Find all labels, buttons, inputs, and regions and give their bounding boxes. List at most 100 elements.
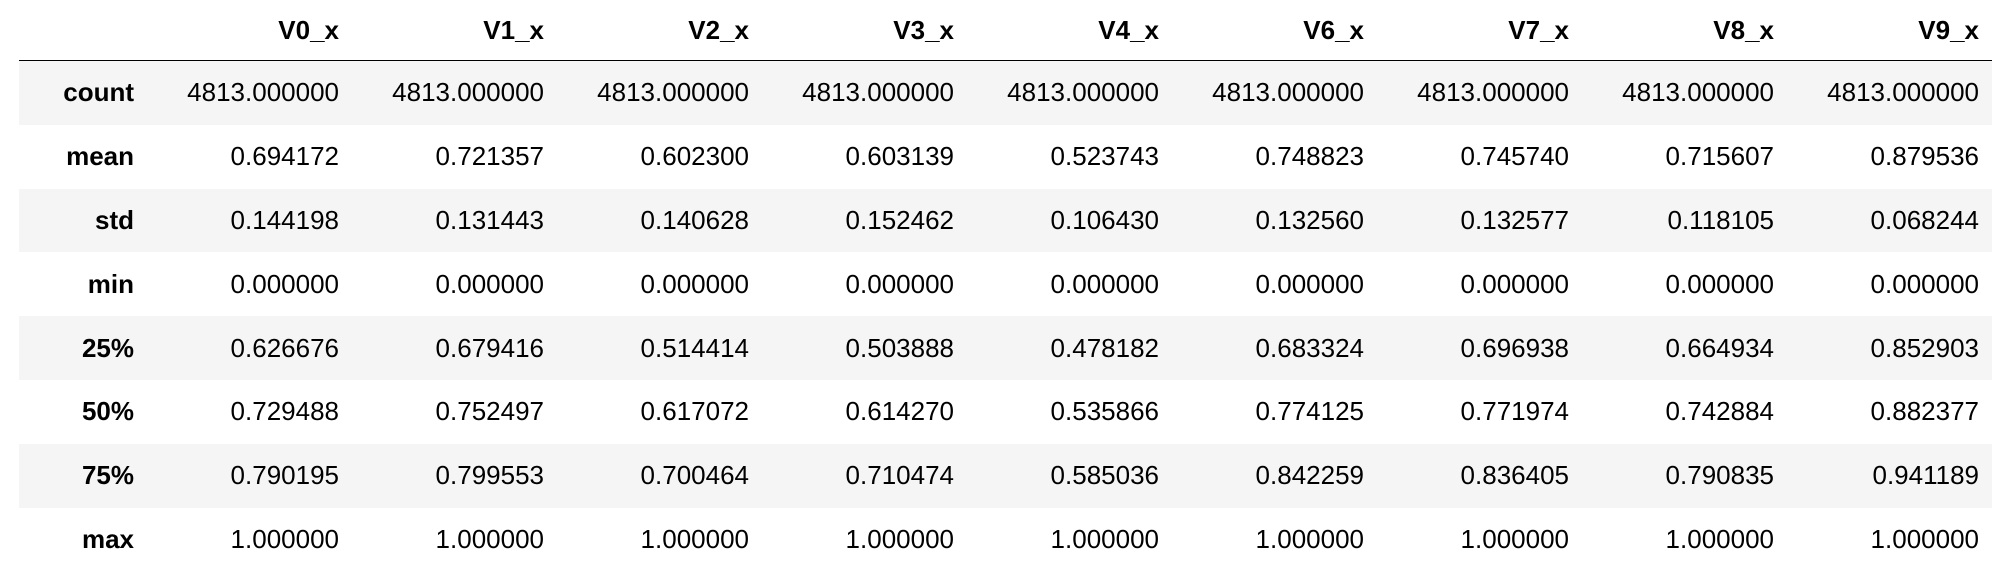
- describe-table: V0_x V1_x V2_x V3_x V4_x V6_x V7_x V8_x V9_x cou…: [19, 0, 1992, 571]
- cell: 0.068244: [1870, 204, 1979, 235]
- cell: 0.742884: [1665, 396, 1774, 427]
- row-label: mean: [66, 141, 134, 172]
- table-row: 50% 0.729488 0.752497 0.617072 0.614270 0.535…: [19, 380, 1992, 444]
- column-header: V9_x: [1787, 0, 1992, 61]
- cell: 4813.000000: [802, 77, 954, 108]
- cell: 0.000000: [1050, 268, 1159, 299]
- cell: 0.523743: [1050, 141, 1159, 172]
- cell: 1.000000: [435, 523, 544, 554]
- column-header: V4_x: [967, 0, 1172, 61]
- cell: 0.132577: [1460, 204, 1569, 235]
- cell: 0.879536: [1870, 141, 1979, 172]
- cell: 1.000000: [230, 523, 339, 554]
- cell: 0.836405: [1460, 460, 1569, 491]
- cell: 0.683324: [1255, 332, 1364, 363]
- header-row: V0_x V1_x V2_x V3_x V4_x V6_x V7_x V8_x V9_x: [19, 0, 1992, 61]
- cell: 0.710474: [845, 460, 954, 491]
- table-row: 75% 0.790195 0.799553 0.700464 0.710474 0.585…: [19, 443, 1992, 508]
- column-header: V7_x: [1377, 0, 1582, 61]
- column-header: V8_x: [1582, 0, 1787, 61]
- cell: 0.140628: [640, 204, 749, 235]
- cell: 0.664934: [1665, 332, 1774, 363]
- cell: 0.535866: [1050, 396, 1159, 427]
- cell: 0.131443: [435, 204, 544, 235]
- table-row: 25% 0.626676 0.679416 0.514414 0.503888 0.478…: [19, 316, 1992, 380]
- cell: 0.000000: [1870, 268, 1979, 299]
- cell: 0.700464: [640, 460, 749, 491]
- cell: 0.000000: [640, 268, 749, 299]
- cell: 4813.000000: [1827, 77, 1979, 108]
- cell: 0.514414: [640, 332, 749, 363]
- cell: 0.106430: [1050, 204, 1159, 235]
- cell: 4813.000000: [392, 77, 544, 108]
- row-label: min: [87, 268, 134, 299]
- cell: 4813.000000: [597, 77, 749, 108]
- cell: 0.745740: [1460, 141, 1569, 172]
- table-row: mean 0.694172 0.721357 0.602300 0.603139 0.52…: [19, 125, 1992, 189]
- cell: 0.000000: [1665, 268, 1774, 299]
- cell: 0.748823: [1255, 141, 1364, 172]
- cell: 0.842259: [1255, 460, 1364, 491]
- row-label: std: [95, 204, 134, 235]
- cell: 0.882377: [1870, 396, 1979, 427]
- column-header: V3_x: [762, 0, 967, 61]
- row-label: 50%: [81, 396, 134, 427]
- cell: 0.503888: [845, 332, 954, 363]
- cell: 1.000000: [1460, 523, 1569, 554]
- row-label: 25%: [81, 332, 134, 363]
- cell: 4813.000000: [1212, 77, 1364, 108]
- table-row: min 0.000000 0.000000 0.000000 0.000000 0.000…: [19, 252, 1992, 316]
- cell: 0.721357: [435, 141, 544, 172]
- cell: 0.729488: [230, 396, 339, 427]
- cell: 1.000000: [640, 523, 749, 554]
- cell: 1.000000: [845, 523, 954, 554]
- cell: 0.585036: [1050, 460, 1159, 491]
- column-header: V0_x: [147, 0, 352, 61]
- cell: 0.000000: [1255, 268, 1364, 299]
- cell: 1.000000: [1870, 523, 1979, 554]
- cell: 1.000000: [1665, 523, 1774, 554]
- row-label: 75%: [81, 460, 134, 491]
- cell: 0.144198: [230, 204, 339, 235]
- cell: 0.694172: [230, 141, 339, 172]
- cell: 0.000000: [1460, 268, 1569, 299]
- cell: 0.132560: [1255, 204, 1364, 235]
- cell: 0.000000: [845, 268, 954, 299]
- cell: 0.774125: [1255, 396, 1364, 427]
- cell: 0.771974: [1460, 396, 1569, 427]
- column-header: V2_x: [557, 0, 762, 61]
- index-header: [19, 0, 147, 61]
- cell: 4813.000000: [187, 77, 339, 108]
- column-header: V6_x: [1172, 0, 1377, 61]
- row-label: count: [63, 77, 134, 108]
- cell: 0.790835: [1665, 460, 1774, 491]
- cell: 0.626676: [230, 332, 339, 363]
- table-row: std 0.144198 0.131443 0.140628 0.152462 0.106…: [19, 188, 1992, 253]
- cell: 1.000000: [1255, 523, 1364, 554]
- cell: 0.941189: [1872, 460, 1979, 491]
- cell: 0.602300: [640, 141, 749, 172]
- cell: 0.752497: [435, 396, 544, 427]
- cell: 0.000000: [230, 268, 339, 299]
- column-header: V1_x: [352, 0, 557, 61]
- cell: 0.614270: [845, 396, 954, 427]
- cell: 0.478182: [1050, 332, 1159, 363]
- cell: 0.118105: [1667, 204, 1774, 235]
- cell: 0.852903: [1870, 332, 1979, 363]
- cell: 0.000000: [435, 268, 544, 299]
- cell: 0.715607: [1665, 141, 1774, 172]
- table-row: max 1.000000 1.000000 1.000000 1.000000 1.000…: [19, 508, 1992, 571]
- cell: 0.679416: [435, 332, 544, 363]
- cell: 4813.000000: [1007, 77, 1159, 108]
- cell: 0.696938: [1460, 332, 1569, 363]
- cell: 4813.000000: [1622, 77, 1774, 108]
- cell: 4813.000000: [1417, 77, 1569, 108]
- cell: 0.799553: [435, 460, 544, 491]
- cell: 0.152462: [845, 204, 954, 235]
- table-row: count 4813.000000 4813.000000 4813.000000 48…: [19, 60, 1992, 125]
- cell: 0.603139: [845, 141, 954, 172]
- cell: 1.000000: [1050, 523, 1159, 554]
- cell: 0.790195: [230, 460, 339, 491]
- cell: 0.617072: [640, 396, 749, 427]
